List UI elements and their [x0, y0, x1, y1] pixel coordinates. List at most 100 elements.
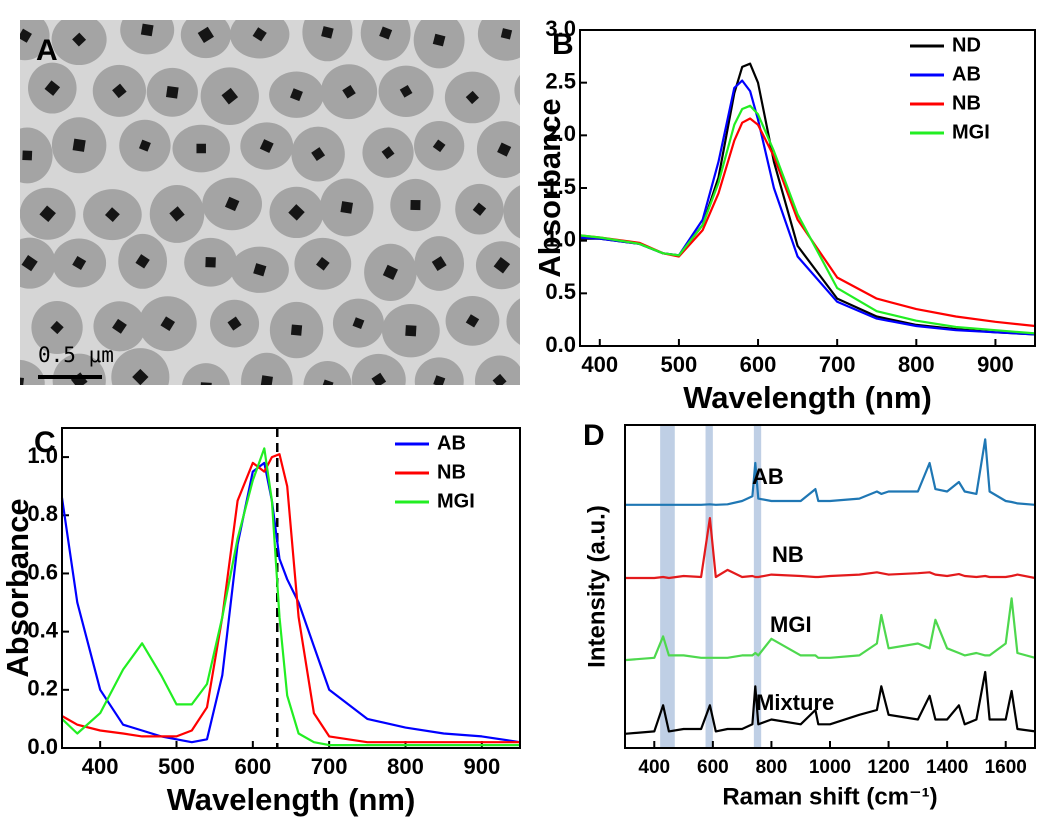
particle [160, 316, 176, 331]
pore [20, 20, 50, 61]
particle [132, 368, 149, 385]
particle [528, 316, 539, 327]
x-tick-label: 600 [740, 352, 777, 377]
particle [200, 382, 212, 385]
particle [221, 87, 239, 105]
pore [503, 185, 520, 239]
pore [506, 298, 520, 345]
particle [379, 26, 393, 40]
panel-label: B [552, 28, 574, 61]
particle [253, 263, 267, 277]
particle [432, 33, 446, 47]
particle [316, 256, 330, 271]
particle [22, 150, 33, 161]
particle [72, 255, 87, 270]
x-tick-label: 400 [638, 757, 670, 778]
particle [196, 143, 206, 154]
particle [138, 139, 151, 152]
y-tick-label: 1.5 [545, 174, 576, 199]
particle [260, 375, 273, 385]
scale-bar-label: 0.5 μm [38, 343, 114, 367]
x-tick-label: 800 [387, 754, 424, 779]
particle [290, 88, 303, 102]
legend-label: AB [952, 63, 981, 85]
highlight-band [705, 425, 713, 748]
particle [224, 196, 240, 212]
particle [20, 376, 24, 385]
particle [72, 32, 87, 47]
y-tick-label: 0.2 [27, 676, 58, 701]
particle [497, 142, 512, 157]
particle [352, 317, 365, 330]
series-line [624, 670, 1036, 735]
legend-label: NB [952, 92, 981, 114]
particle [50, 320, 64, 335]
x-axis-title: Wavelength (nm) [167, 782, 416, 817]
x-tick-label: 400 [82, 754, 119, 779]
x-tick-label: 700 [819, 352, 856, 377]
series-label: NB [772, 542, 804, 567]
y-tick-label: 2.5 [545, 68, 576, 93]
y-tick-label: 3.0 [545, 16, 576, 41]
particle [432, 139, 446, 153]
pore [303, 361, 352, 385]
legend-label: ND [952, 34, 981, 56]
particle [72, 138, 86, 152]
particle [197, 26, 214, 43]
x-tick-label: 600 [234, 754, 271, 779]
y-tick-label: 0.4 [27, 617, 58, 642]
y-tick-label: 0.0 [545, 332, 576, 357]
particle [405, 325, 417, 337]
particle [21, 255, 38, 272]
particle [105, 207, 120, 223]
pore [514, 74, 520, 106]
legend-label: AB [437, 432, 466, 454]
x-tick-label: 1000 [809, 757, 851, 778]
x-tick-label: 900 [463, 754, 500, 779]
x-tick-label: 1400 [926, 757, 968, 778]
panel-label: D [583, 419, 605, 452]
highlight-band [660, 425, 675, 748]
y-tick-label: 0.8 [27, 501, 58, 526]
y-tick-label: 0.6 [27, 559, 58, 584]
series-line [579, 79, 1036, 336]
series-line [579, 117, 1036, 328]
x-tick-label: 800 [898, 352, 935, 377]
series-line [625, 517, 1036, 580]
particle [410, 199, 421, 211]
micrograph [20, 20, 539, 385]
series-line [579, 104, 1036, 335]
pore [414, 357, 464, 385]
x-tick-label: 900 [977, 352, 1014, 377]
pore [182, 363, 230, 385]
pore [474, 355, 520, 385]
particle [382, 264, 398, 280]
x-tick-label: 600 [697, 757, 729, 778]
y-axis-title: Intensity (a.u.) [583, 505, 610, 668]
particle [493, 256, 511, 274]
particle [259, 139, 274, 153]
particle [140, 23, 154, 37]
series-line [624, 597, 1036, 662]
particle [165, 85, 179, 99]
particle [465, 314, 480, 328]
particle [399, 84, 413, 98]
pore [120, 20, 175, 55]
particle [433, 375, 446, 385]
x-tick-label: 500 [661, 352, 698, 377]
x-tick-label: 500 [158, 754, 195, 779]
pore [360, 20, 411, 61]
particle [20, 28, 32, 43]
y-tick-label: 2.0 [545, 121, 576, 146]
particle [288, 204, 305, 221]
particle [371, 372, 387, 385]
particle [500, 28, 513, 40]
panel-label: A [36, 34, 58, 67]
y-tick-label: 1.0 [545, 226, 576, 251]
pore [20, 127, 53, 184]
x-tick-label: 400 [581, 352, 618, 377]
x-tick-label: 1600 [985, 757, 1027, 778]
series-line [61, 447, 520, 747]
y-axis-title: Absorbance [532, 98, 567, 277]
